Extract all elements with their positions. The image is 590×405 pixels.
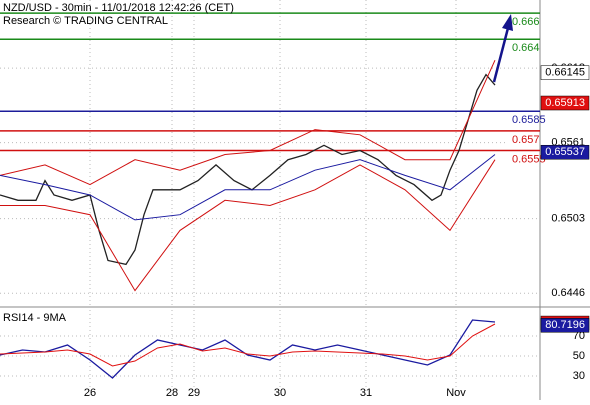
price-marker bbox=[540, 318, 590, 333]
series-line bbox=[0, 323, 496, 367]
subtitle: Research © TRADING CENTRAL bbox=[3, 15, 168, 27]
x-tick-label: 31 bbox=[360, 387, 372, 399]
price-marker-label: 0.65913 bbox=[545, 97, 585, 109]
level-label: 0.664 bbox=[512, 42, 540, 54]
y-tick-label: 0.6503 bbox=[551, 213, 585, 225]
series-line bbox=[0, 319, 496, 379]
x-tick-label: 28 bbox=[166, 387, 178, 399]
y-tick-label: 70 bbox=[573, 330, 585, 342]
level-label: 0.6555 bbox=[512, 153, 546, 165]
x-tick-label: Nov bbox=[446, 387, 466, 399]
x-tick-label: 26 bbox=[84, 387, 96, 399]
level-label-bg bbox=[508, 42, 539, 55]
level-label-bg bbox=[508, 133, 539, 146]
level-label-bg bbox=[508, 153, 539, 166]
price-marker-label: 80.7196 bbox=[545, 319, 585, 331]
price-marker bbox=[540, 144, 590, 160]
arrow bbox=[492, 27, 510, 83]
panel-title: RSI14 - 9MA bbox=[3, 312, 67, 324]
level-label: 0.657 bbox=[512, 134, 540, 146]
price-marker-label: 0.65537 bbox=[545, 146, 585, 158]
series-line bbox=[0, 73, 496, 266]
price-marker bbox=[540, 65, 590, 80]
x-tick-label: 29 bbox=[188, 387, 200, 399]
arrow-head bbox=[502, 14, 513, 31]
y-tick-label: 0.6446 bbox=[551, 287, 585, 299]
y-tick-label: 50 bbox=[573, 350, 585, 362]
level-label-bg bbox=[508, 16, 539, 29]
level-label: 0.6585 bbox=[512, 114, 546, 126]
level-label: 0.666 bbox=[512, 16, 540, 28]
y-tick-label: 30 bbox=[573, 370, 585, 382]
price-marker bbox=[540, 95, 590, 111]
series-line bbox=[0, 59, 496, 186]
level-label-bg bbox=[508, 114, 539, 127]
series-line bbox=[0, 154, 496, 221]
series-line bbox=[0, 159, 496, 292]
price-marker-label: 0.66145 bbox=[545, 67, 585, 79]
x-tick-label: 30 bbox=[274, 387, 286, 399]
title: NZD/USD - 30min - 11/01/2018 12:42:26 (C… bbox=[3, 2, 234, 14]
